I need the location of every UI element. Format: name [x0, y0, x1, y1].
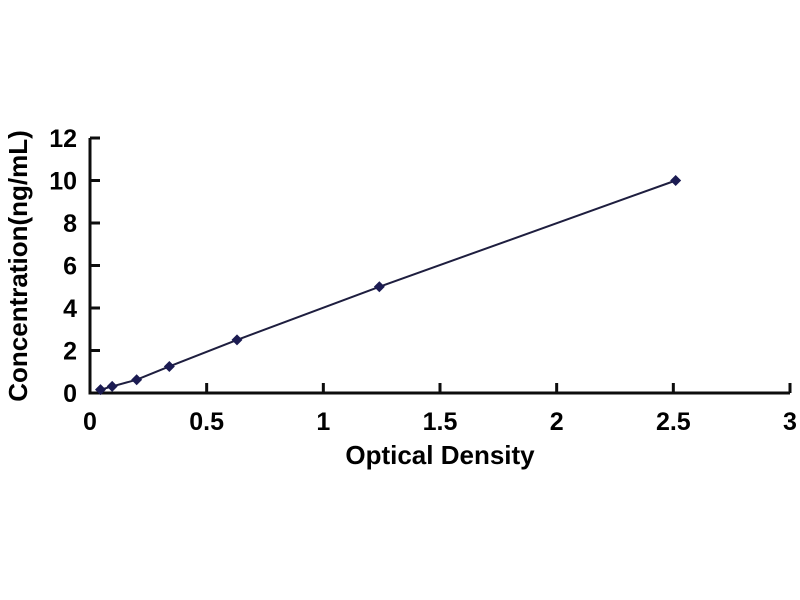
y-tick-label: 4: [63, 295, 77, 323]
data-point-marker: [106, 380, 118, 392]
data-series: [95, 175, 682, 396]
x-tick-label: 0: [83, 408, 97, 436]
x-tick-label: 3: [783, 408, 797, 436]
data-point-marker: [670, 175, 682, 186]
data-point-marker: [231, 334, 243, 346]
series-line: [100, 179, 677, 391]
y-tick-label: 6: [63, 253, 77, 281]
y-tick-label: 2: [63, 338, 77, 366]
axis-ticks: [88, 136, 792, 395]
x-tick-label: 2.5: [656, 408, 691, 436]
y-tick-label: 12: [49, 125, 77, 153]
x-axis-title: Optical Density: [345, 440, 535, 470]
data-point-marker: [95, 384, 106, 396]
data-point-marker: [373, 281, 385, 293]
x-tick-label: 1: [316, 408, 330, 436]
data-point-marker: [163, 360, 175, 372]
y-tick-label: 10: [49, 168, 77, 196]
axis-tick-labels: 0 0.5 1 1.5 2 2.5 3 0 2 4 6 8 10 12: [49, 125, 797, 436]
x-tick-label: 0.5: [189, 408, 224, 436]
y-tick-label: 8: [63, 210, 77, 238]
y-axis-title: Concentration(ng/mL): [3, 130, 33, 402]
x-tick-label: 1.5: [423, 408, 458, 436]
y-tick-label: 0: [63, 380, 77, 408]
data-point-marker: [131, 374, 143, 386]
x-tick-label: 2: [550, 408, 564, 436]
